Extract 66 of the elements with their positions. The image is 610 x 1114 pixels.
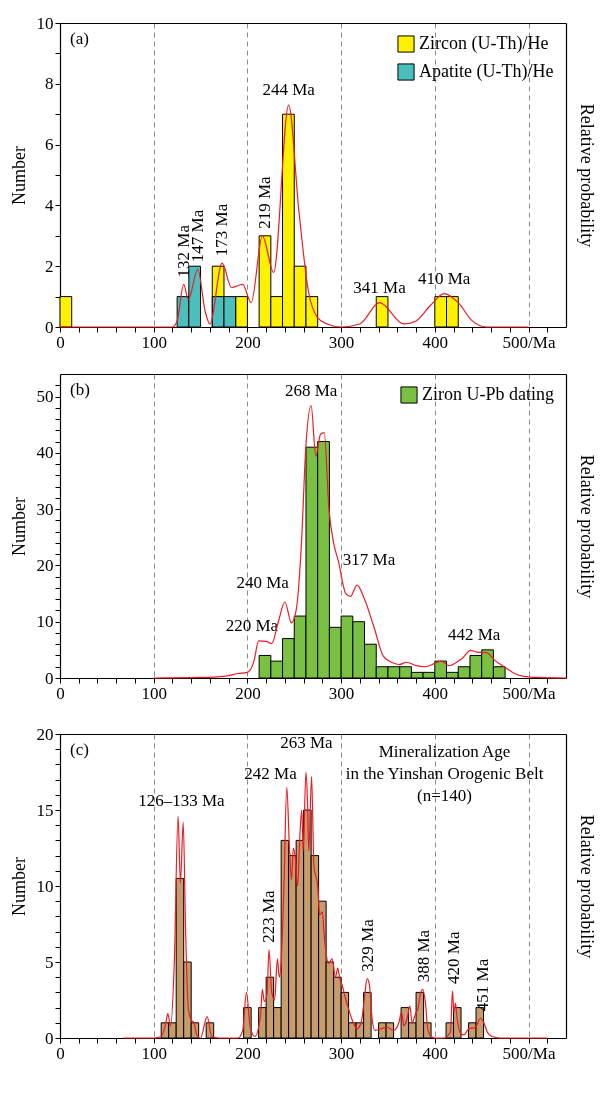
y-axis-title: Number: [8, 497, 29, 556]
y-tick-label: 10: [36, 612, 54, 632]
x-tick-label: 300: [328, 1043, 355, 1063]
y-tick-label: 20: [36, 724, 54, 744]
line-series: [59, 104, 530, 328]
x-tick-label: 400: [422, 332, 449, 352]
legend-label: Ziron U-Pb dating: [422, 384, 554, 404]
annotation: 420 Ma: [443, 931, 463, 984]
y-tick-label: 40: [36, 443, 54, 463]
annotation: 442 Ma: [447, 625, 501, 645]
annotation: 126–133 Ma: [138, 791, 225, 811]
x-tick-label: 300: [328, 332, 355, 352]
y-tick-label: 15: [36, 800, 54, 820]
x-tick-label: 200: [235, 1043, 261, 1063]
x-tick-label: 200: [235, 683, 261, 703]
x-tick-label: 400: [422, 683, 449, 703]
y-tick-label: 10: [36, 13, 54, 33]
annotation: 317 Ma: [342, 550, 396, 570]
y-tick-label: 8: [45, 74, 54, 94]
annotation: (c): [70, 740, 89, 759]
y-tick-label: 10: [36, 876, 54, 896]
annotation: 451 Ma: [472, 958, 492, 1012]
y-tick-label: 50: [36, 387, 54, 407]
annotation: 329 Ma: [358, 918, 378, 972]
y-axis-title: Number: [8, 146, 29, 205]
y-axis-title: Number: [8, 857, 29, 916]
annotation: 242 Ma: [244, 764, 298, 784]
y-tick-label: 0: [45, 668, 54, 688]
x-tick-label: 200: [235, 332, 261, 352]
y-tick-label: 6: [45, 135, 54, 155]
x-tick-label: 300: [328, 683, 355, 703]
legend-label: Apatite (U-Th)/He: [419, 61, 554, 82]
legend-label: Zircon (U-Th)/He: [419, 33, 549, 54]
x-tick-label: 100: [141, 332, 167, 352]
x-tick-label: 500/Ma: [502, 1043, 556, 1063]
y2-axis-title: Relative probability: [576, 103, 597, 248]
x-tick-label: 500/Ma: [502, 683, 556, 703]
annotation: 244 Ma: [262, 80, 316, 100]
annotation: 341 Ma: [353, 277, 407, 297]
annotation: 240 Ma: [236, 573, 290, 592]
y-tick-label: 20: [36, 555, 54, 575]
x-tick-label: 100: [141, 1043, 167, 1063]
annotation: Mineralization Age in the Yinshan Orogenic Belt (n=140): [345, 742, 544, 805]
annotation: (a): [70, 29, 89, 48]
annotation: (b): [70, 380, 90, 399]
y-tick-label: 0: [45, 317, 54, 337]
y-tick-label: 0: [45, 1028, 54, 1048]
annotation: 220 Ma: [225, 615, 279, 635]
annotation: 173 Ma: [212, 203, 232, 257]
annotation: 410 Ma: [417, 268, 471, 288]
line-series: [153, 404, 567, 679]
y2-axis-title: Relative probability: [576, 814, 597, 959]
annotation: 268 Ma: [284, 380, 338, 400]
y-tick-label: 2: [45, 256, 54, 276]
annotation: 219 Ma: [255, 175, 275, 229]
x-tick-label: 100: [141, 683, 167, 703]
x-tick-label: 400: [422, 1043, 449, 1063]
annotation: 263 Ma: [280, 733, 334, 752]
y2-axis-title: Relative probability: [576, 454, 597, 599]
y-tick-label: 4: [45, 195, 54, 215]
annotation: 223 Ma: [258, 889, 278, 943]
annotation: 132 Ma: [173, 224, 193, 278]
x-tick-label: 500/Ma: [502, 332, 556, 352]
y-tick-label: 30: [36, 499, 54, 519]
annotation: 388 Ma: [413, 929, 433, 983]
y-tick-label: 5: [45, 952, 54, 972]
